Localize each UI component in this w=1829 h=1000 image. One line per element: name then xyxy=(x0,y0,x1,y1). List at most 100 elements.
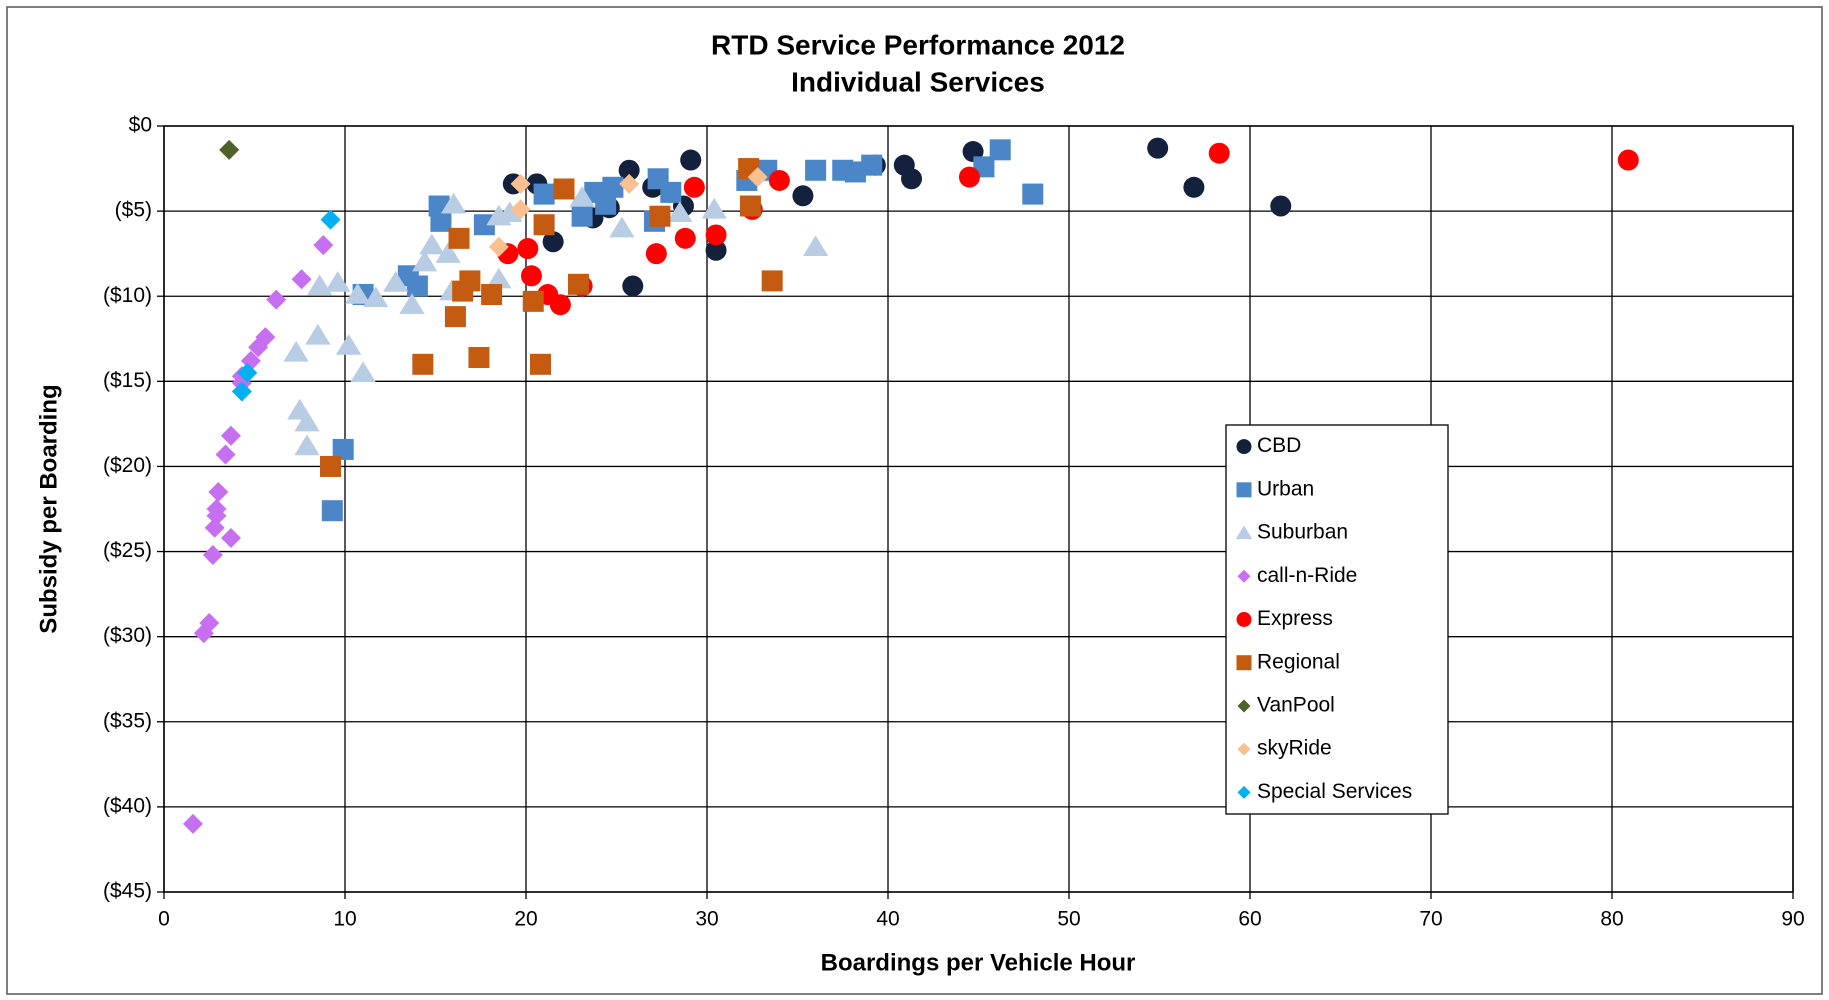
point xyxy=(202,544,223,565)
point xyxy=(569,185,595,207)
legend-marker xyxy=(1237,785,1251,799)
y-tick-label: ($5) xyxy=(115,199,152,222)
point xyxy=(206,505,227,526)
point xyxy=(182,813,203,834)
legend-box xyxy=(1225,424,1449,815)
point xyxy=(989,139,1011,161)
point xyxy=(411,250,438,272)
point xyxy=(542,231,564,253)
legend-label: Urban xyxy=(1257,477,1314,500)
point xyxy=(649,205,671,227)
point xyxy=(459,270,481,292)
y-tick-label: $0 xyxy=(129,114,152,137)
point xyxy=(412,353,434,375)
point xyxy=(294,434,320,456)
point xyxy=(220,527,241,548)
point xyxy=(705,239,727,261)
y-tick-label: ($30) xyxy=(103,624,152,647)
point xyxy=(660,181,682,203)
chart-subtitle: Individual Services xyxy=(791,66,1045,97)
point xyxy=(335,334,362,355)
point xyxy=(533,183,555,205)
point xyxy=(291,269,312,290)
point xyxy=(430,210,452,232)
point xyxy=(448,227,470,249)
point xyxy=(294,410,320,432)
point xyxy=(549,294,571,316)
point xyxy=(332,438,354,460)
point xyxy=(266,289,287,310)
legend-marker xyxy=(1236,612,1252,627)
legend-marker xyxy=(1237,569,1251,583)
legend-label: Regional xyxy=(1257,650,1340,673)
point xyxy=(435,242,461,263)
point xyxy=(844,161,866,183)
x-tick-label: 20 xyxy=(514,908,537,931)
point xyxy=(529,353,551,375)
point xyxy=(792,185,814,207)
point xyxy=(345,283,371,304)
legend-label: Special Services xyxy=(1257,780,1412,803)
point xyxy=(320,209,341,230)
point xyxy=(237,362,258,383)
point xyxy=(619,173,640,194)
point xyxy=(231,381,252,402)
point xyxy=(901,168,923,190)
point xyxy=(481,284,503,306)
point xyxy=(705,224,727,246)
point xyxy=(609,216,635,238)
y-tick-label: ($10) xyxy=(103,284,152,307)
point xyxy=(383,271,409,292)
x-tick-label: 80 xyxy=(1600,908,1623,931)
legend-label: CBD xyxy=(1257,434,1301,457)
point xyxy=(622,275,644,297)
point xyxy=(248,337,269,358)
legend-label: Suburban xyxy=(1257,521,1348,544)
point xyxy=(761,270,783,292)
point xyxy=(683,176,705,198)
point xyxy=(602,176,624,198)
x-tick-label: 10 xyxy=(333,908,356,931)
point xyxy=(533,214,555,236)
y-axis-label: Subsidy per Boarding xyxy=(35,384,62,633)
x-tick-label: 50 xyxy=(1057,908,1080,931)
point xyxy=(444,306,466,328)
point xyxy=(486,267,512,289)
legend-label: Express xyxy=(1257,607,1333,630)
legend-marker xyxy=(1235,525,1253,540)
point xyxy=(283,340,309,362)
point xyxy=(674,227,696,249)
point xyxy=(618,159,640,181)
point xyxy=(595,193,617,215)
y-tick-label: ($35) xyxy=(103,709,152,732)
point xyxy=(219,139,240,160)
point xyxy=(768,169,790,191)
point xyxy=(1270,195,1292,217)
point xyxy=(193,623,214,644)
point xyxy=(305,323,331,345)
point xyxy=(350,361,376,383)
point xyxy=(325,271,351,292)
point xyxy=(313,235,334,256)
y-tick-label: ($45) xyxy=(103,880,152,903)
legend-marker xyxy=(1236,439,1252,455)
point xyxy=(220,425,241,446)
point xyxy=(215,444,236,465)
x-axis-label: Boardings per Vehicle Hour xyxy=(821,949,1136,976)
legend-label: skyRide xyxy=(1257,737,1332,760)
point xyxy=(419,233,445,255)
point xyxy=(1147,137,1169,159)
point xyxy=(307,274,333,296)
x-tick-label: 60 xyxy=(1238,908,1261,931)
point xyxy=(468,347,490,369)
point xyxy=(440,192,467,214)
point xyxy=(488,236,509,257)
point xyxy=(958,166,980,188)
point xyxy=(520,265,542,287)
point xyxy=(701,197,727,219)
legend-marker xyxy=(1236,482,1252,498)
y-tick-label: ($25) xyxy=(103,539,152,562)
point xyxy=(1617,149,1639,171)
point xyxy=(497,201,523,223)
legend-marker xyxy=(1236,655,1252,671)
